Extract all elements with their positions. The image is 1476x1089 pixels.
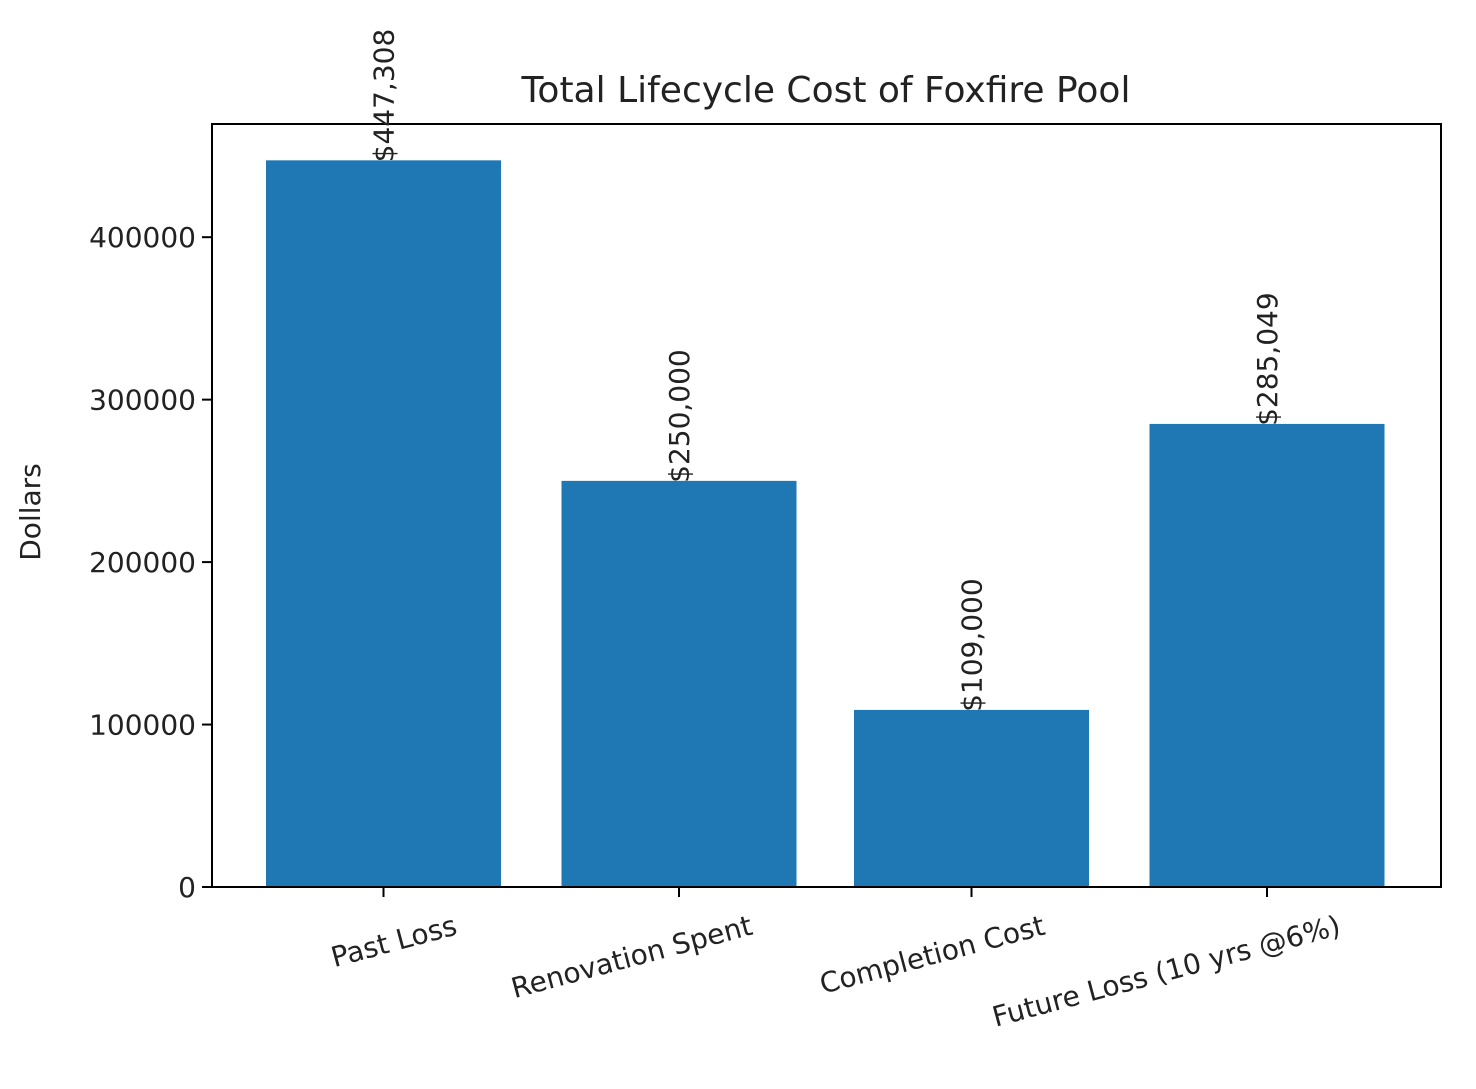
x-tick-label: Past Loss [327,909,460,974]
chart-title: Total Lifecycle Cost of Foxfire Pool [521,70,1131,111]
data-label: $285,049 [1251,292,1284,426]
y-tick-label: 300000 [89,384,196,417]
x-tick-label: Completion Cost [816,909,1048,1001]
y-axis-label: Dollars [14,463,47,561]
bar-4 [1149,423,1385,887]
bar-3 [854,709,1089,887]
plot-frame [211,123,1442,888]
y-tick-label: 0 [178,871,196,904]
y-tick-label: 100000 [89,709,196,742]
data-label: $109,000 [956,578,989,712]
x-tick-label: Renovation Spent [508,909,756,1005]
data-label: $447,308 [368,29,401,163]
plot-area: 0 100000 200000 300000 400000 Past Loss Renova… [89,29,1442,1034]
bar-1 [266,160,501,888]
bar-2 [561,480,797,887]
y-tick-label: 400000 [89,221,196,254]
y-tick-label: 200000 [89,546,196,579]
data-label: $250,000 [663,349,696,483]
